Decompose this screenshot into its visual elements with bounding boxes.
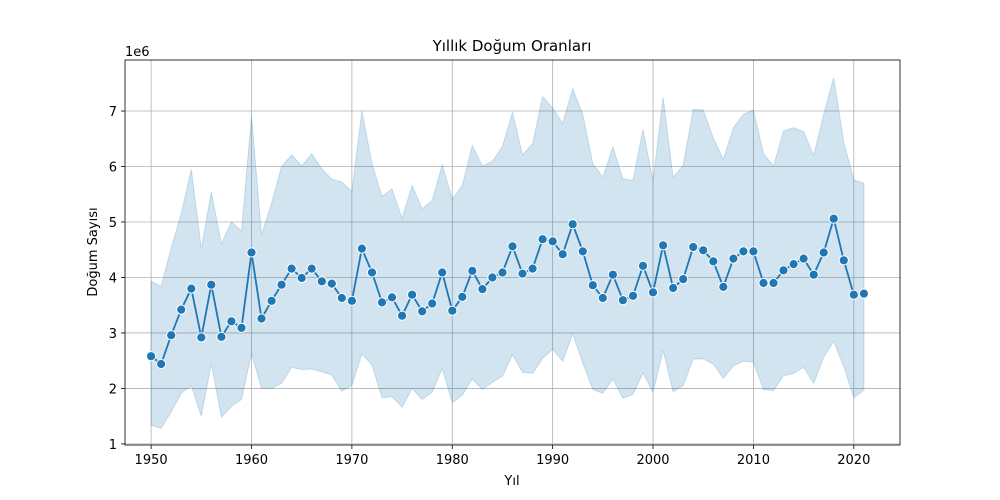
data-point	[577, 246, 588, 257]
y-tick-label: 5	[109, 216, 117, 231]
data-point	[698, 245, 709, 256]
data-point	[216, 331, 227, 342]
data-point	[547, 236, 558, 247]
data-point	[597, 292, 608, 304]
data-point	[808, 269, 819, 280]
y-offset-label: 1e6	[125, 45, 150, 60]
x-tick-label: 1960	[235, 453, 268, 468]
x-tick-label: 2020	[837, 453, 870, 468]
data-point	[768, 277, 779, 289]
axes-frame	[124, 59, 901, 446]
data-point	[306, 263, 317, 274]
data-point	[567, 219, 578, 230]
data-point	[537, 234, 548, 245]
data-point	[838, 255, 849, 266]
data-point	[748, 246, 759, 257]
data-point	[587, 280, 598, 291]
y-tick-label: 3	[109, 327, 117, 342]
confidence-band-area	[150, 77, 865, 430]
data-point	[437, 267, 448, 278]
data-point	[627, 290, 639, 301]
data-point	[356, 243, 367, 254]
y-tick-label: 7	[109, 105, 117, 120]
data-point	[346, 295, 357, 306]
data-point	[557, 249, 568, 260]
data-point	[246, 247, 257, 258]
y-axis-label: Doğum Sayısı	[86, 207, 101, 296]
data-point	[688, 241, 699, 253]
data-point	[818, 247, 829, 258]
data-point	[427, 298, 438, 309]
x-tick-label: 1980	[436, 453, 469, 468]
y-tick-label: 6	[109, 161, 117, 176]
confidence-band	[150, 77, 865, 430]
data-point	[617, 295, 629, 306]
data-point	[376, 297, 388, 308]
y-tick-label: 1	[109, 438, 117, 453]
data-point	[417, 306, 428, 317]
data-point	[336, 292, 347, 304]
data-points	[146, 213, 870, 370]
data-point	[778, 265, 789, 276]
data-point	[176, 304, 187, 315]
x-tick-label: 1970	[335, 453, 368, 468]
data-point	[386, 292, 398, 303]
data-point	[798, 253, 809, 264]
data-point	[397, 310, 408, 321]
data-point	[758, 277, 769, 289]
data-point	[166, 330, 177, 341]
data-point	[487, 272, 498, 283]
data-point	[738, 246, 749, 257]
data-point	[507, 241, 518, 252]
data-point	[788, 259, 799, 270]
data-point	[718, 281, 729, 292]
data-point	[186, 283, 197, 294]
data-point	[647, 287, 659, 298]
x-tick-label: 1990	[536, 453, 569, 468]
data-point	[206, 279, 217, 290]
data-point	[236, 322, 247, 333]
data-point	[156, 358, 167, 370]
data-point	[296, 272, 307, 284]
data-point	[668, 282, 679, 294]
y-tick-label: 2	[109, 382, 117, 397]
grid	[125, 60, 900, 445]
x-axis-ticks: 1950 1960 1970 1980 1990 2000 2010 2020	[135, 445, 870, 468]
data-point	[276, 279, 287, 290]
data-point	[477, 284, 488, 295]
data-point	[637, 260, 649, 271]
chart-title: Yıllık Doğum Oranları	[432, 37, 592, 55]
y-axis-ticks: 1 2 3 4 5 6 7	[109, 105, 125, 453]
data-point	[658, 240, 669, 251]
data-point	[196, 332, 207, 343]
data-point	[708, 256, 719, 267]
data-point	[858, 288, 870, 299]
data-point	[146, 351, 157, 362]
data-point	[316, 276, 327, 287]
data-point	[326, 278, 337, 289]
data-point	[497, 267, 508, 278]
data-point	[266, 295, 277, 306]
data-point	[517, 268, 528, 279]
data-point	[527, 263, 538, 274]
data-point	[728, 253, 739, 264]
data-point	[256, 313, 267, 324]
x-tick-label: 1950	[135, 453, 168, 468]
x-tick-label: 2010	[737, 453, 770, 468]
x-axis-label: Yıl	[503, 474, 519, 489]
x-tick-label: 2000	[636, 453, 669, 468]
data-point	[607, 269, 619, 280]
data-point	[366, 267, 378, 278]
data-point	[678, 274, 689, 285]
data-point	[407, 289, 418, 300]
data-point	[467, 265, 478, 276]
data-point	[226, 316, 237, 327]
y-tick-label: 4	[109, 271, 117, 286]
data-point	[828, 213, 839, 224]
data-point	[457, 291, 468, 302]
data-point	[848, 289, 859, 300]
data-point	[286, 263, 297, 274]
data-point	[447, 305, 458, 316]
